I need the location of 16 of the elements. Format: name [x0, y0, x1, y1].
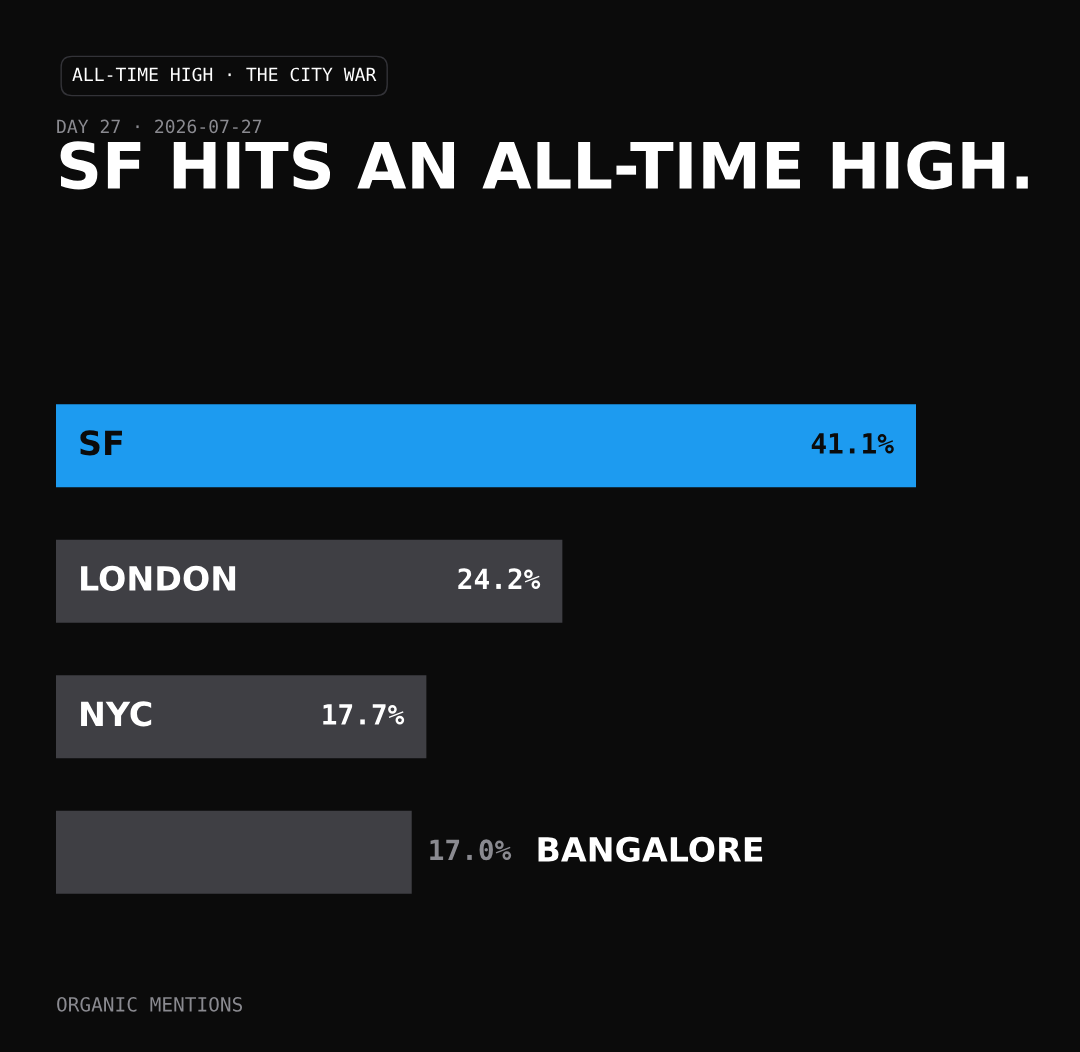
chart-subtitle: DAY 27 · 2026-07-27: [57, 119, 262, 134]
data-label: 17.0%: [430, 839, 512, 861]
bar: [56, 404, 916, 488]
y-tick-label: LONDON: [81, 565, 236, 591]
y-tick-label: BANGALORE: [538, 836, 763, 862]
y-tick-label: SF: [80, 430, 122, 456]
data-label: 17.7%: [323, 704, 405, 725]
bar: [56, 810, 412, 894]
text: ALL-TIME HIGH · THE CITY WAR: [72, 67, 377, 82]
y-tick-label: NYC: [81, 701, 152, 727]
bar: [56, 675, 427, 759]
data-label: 24.2%: [458, 568, 541, 589]
bar: [56, 539, 563, 623]
data-label: 41.1%: [811, 433, 894, 454]
text: ORGANIC MENTIONS: [57, 996, 243, 1012]
chart-title: SF HITS AN ALL-TIME HIGH.: [60, 141, 1028, 190]
